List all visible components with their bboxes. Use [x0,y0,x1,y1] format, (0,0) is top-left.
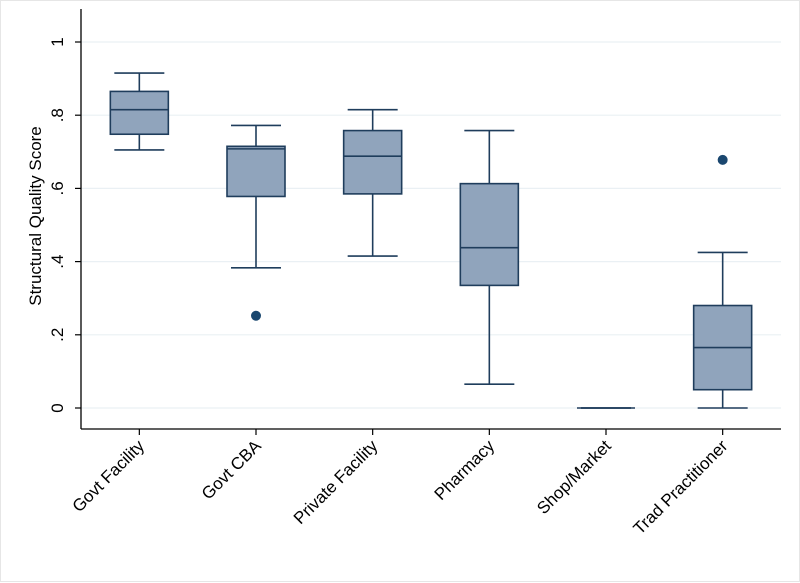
x-ticks: Govt Facility Govt CBA Private Facility Pha… [69,429,732,538]
iqr-box-1 [226,145,286,198]
box-1 [226,124,286,321]
x-tick-label-5: Trad Practitioner [630,436,732,538]
iqr-box-3 [459,182,520,287]
outlier-5-0 [717,154,728,165]
y-tick-label-3: .6 [48,181,67,195]
x-tick-label-3: Pharmacy [431,436,499,504]
boxes [109,72,753,409]
box-3 [459,129,520,386]
x-tick-label-1: Govt CBA [198,436,265,503]
iqr-box-0 [109,90,170,136]
y-axis-title: Structural Quality Score [26,126,45,306]
y-tick-label-1: .2 [48,328,67,342]
x-tick-label-4: Shop/Market [533,436,615,518]
axes [80,9,781,430]
y-tick-label-2: .4 [48,255,67,269]
box-2 [342,108,403,257]
iqr-box-2 [342,129,403,195]
y-tick-label-4: .8 [48,108,67,122]
y-tick-label-5: 1 [48,37,67,46]
box-5 [692,154,753,409]
y-ticks: 0 .2 .4 .6 .8 1 [48,37,81,413]
x-tick-label-2: Private Facility [290,436,382,528]
outlier-1-0 [251,310,261,321]
gridlines [81,41,781,409]
y-tick-label-0: 0 [48,403,67,412]
x-tick-label-0: Govt Facility [69,436,149,516]
box-0 [109,72,170,151]
